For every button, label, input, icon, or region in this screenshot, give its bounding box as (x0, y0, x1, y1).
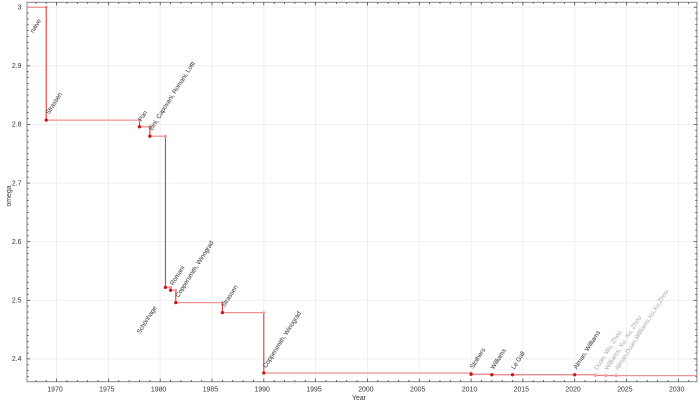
svg-text:1985: 1985 (203, 386, 218, 393)
svg-text:1975: 1975 (99, 386, 114, 393)
svg-text:1980: 1980 (151, 386, 166, 393)
svg-text:2015: 2015 (514, 386, 529, 393)
svg-text:2.7: 2.7 (12, 180, 22, 187)
svg-text:2.6: 2.6 (12, 239, 22, 246)
svg-text:2.9: 2.9 (12, 63, 22, 70)
svg-text:2.5: 2.5 (12, 298, 22, 305)
svg-text:2.8: 2.8 (12, 122, 22, 129)
svg-text:2.4: 2.4 (12, 356, 22, 363)
svg-text:2005: 2005 (410, 386, 425, 393)
svg-text:3: 3 (18, 4, 22, 11)
svg-text:1990: 1990 (255, 386, 270, 393)
svg-text:omega: omega (6, 185, 13, 206)
svg-text:1995: 1995 (306, 386, 321, 393)
svg-text:1970: 1970 (47, 386, 62, 393)
svg-text:2030: 2030 (669, 386, 684, 393)
svg-text:2025: 2025 (617, 386, 632, 393)
svg-text:2010: 2010 (462, 386, 477, 393)
svg-text:Year: Year (352, 395, 367, 402)
svg-text:2020: 2020 (565, 386, 580, 393)
svg-text:2000: 2000 (358, 386, 373, 393)
